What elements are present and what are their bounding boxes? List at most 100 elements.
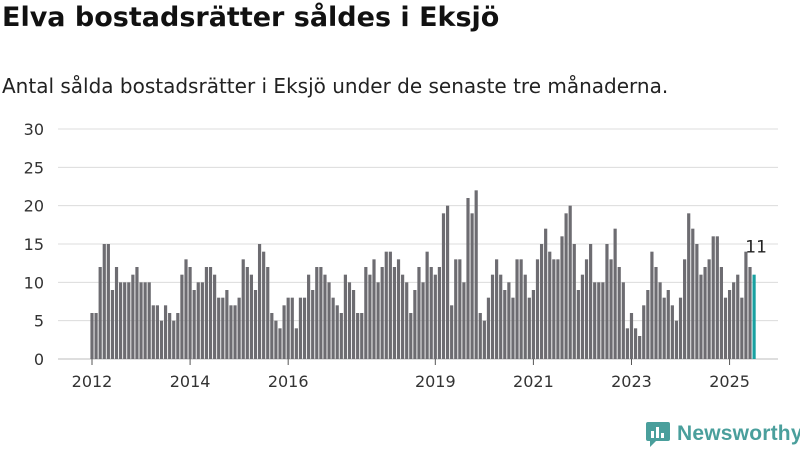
bar (527, 297, 531, 359)
chart-subtitle: Antal sålda bostadsrätter i Eksjö under … (2, 74, 669, 98)
bar (127, 282, 131, 359)
y-tick-label: 15 (24, 235, 44, 254)
bar (589, 244, 593, 359)
bar (188, 267, 192, 359)
bar (642, 305, 646, 359)
bar (727, 290, 732, 359)
bar (531, 290, 535, 359)
bar (560, 236, 564, 359)
bar (445, 205, 450, 359)
y-tick-label: 0 (34, 350, 44, 369)
bar (319, 267, 323, 359)
bar (654, 267, 658, 359)
bar (180, 274, 184, 359)
bar (523, 274, 527, 359)
bar (609, 259, 613, 359)
bar (253, 290, 258, 359)
bar (732, 282, 736, 359)
y-axis-ticks: 0 5 10 15 20 25 30 (24, 120, 44, 369)
x-axis-ticks: 2012 2014 2016 2019 2021 2023 2025 (72, 359, 750, 391)
bar (368, 274, 372, 359)
bar (486, 297, 491, 359)
bar (315, 267, 319, 359)
x-tick-label: 2012 (72, 372, 113, 391)
bar (119, 282, 123, 359)
bar (454, 259, 458, 359)
bar (139, 282, 143, 359)
bar (384, 251, 388, 359)
bar (278, 328, 282, 359)
bar (286, 297, 290, 359)
y-tick-label: 5 (34, 312, 44, 331)
bar (691, 228, 695, 359)
bar (470, 213, 474, 359)
bar (515, 259, 519, 359)
bar (499, 274, 503, 359)
bar (114, 267, 119, 359)
bar (110, 290, 115, 359)
bar (511, 297, 515, 359)
bar (638, 336, 642, 359)
bar (106, 244, 110, 359)
bar (695, 244, 699, 359)
latest-value-label: 11 (745, 238, 767, 258)
bar (294, 328, 298, 359)
bar (629, 313, 634, 359)
bar (678, 297, 683, 359)
newsworthy-brand: Newsworthy (677, 422, 800, 445)
bar (458, 259, 462, 359)
bar (490, 274, 495, 359)
bar (593, 282, 597, 359)
bar (123, 282, 127, 359)
chart-title: Elva bostadsrätter såldes i Eksjö (2, 2, 500, 33)
x-tick-label: 2019 (415, 372, 456, 391)
bar (307, 274, 311, 359)
bar (535, 259, 540, 359)
bar (237, 297, 241, 359)
bar (711, 236, 715, 359)
bar (466, 198, 470, 359)
bar (633, 328, 638, 359)
bar (102, 244, 106, 359)
bar (544, 228, 548, 359)
bar (580, 274, 585, 359)
bar (429, 267, 433, 359)
y-tick-label: 25 (24, 158, 44, 177)
bar (327, 282, 331, 359)
bar (736, 274, 740, 359)
bar (413, 290, 417, 359)
bar (482, 320, 486, 359)
bar (564, 213, 568, 359)
bar (168, 313, 172, 359)
bar (90, 313, 94, 359)
bar (666, 290, 670, 359)
bar (364, 267, 368, 359)
bar (159, 320, 164, 359)
bar (131, 274, 135, 359)
bar (584, 259, 589, 359)
x-tick-label: 2014 (170, 372, 211, 391)
bar (495, 259, 499, 359)
bar (699, 274, 703, 359)
bar (605, 244, 609, 359)
bar (405, 282, 409, 359)
bar (401, 274, 405, 359)
bar (548, 251, 552, 359)
bar (613, 228, 617, 359)
bar (433, 274, 437, 359)
bar (625, 328, 629, 359)
bar (650, 251, 654, 359)
bar (539, 244, 544, 359)
bar (621, 282, 625, 359)
y-tick-label: 30 (24, 120, 44, 139)
bar (474, 190, 478, 359)
bar (155, 305, 159, 359)
bar (192, 290, 196, 359)
bar (723, 297, 728, 359)
x-tick-label: 2023 (611, 372, 652, 391)
bar (323, 274, 327, 359)
bar (748, 267, 752, 359)
bar (597, 282, 601, 359)
bar (744, 251, 748, 359)
newsworthy-logo: Newsworthy (645, 419, 800, 449)
